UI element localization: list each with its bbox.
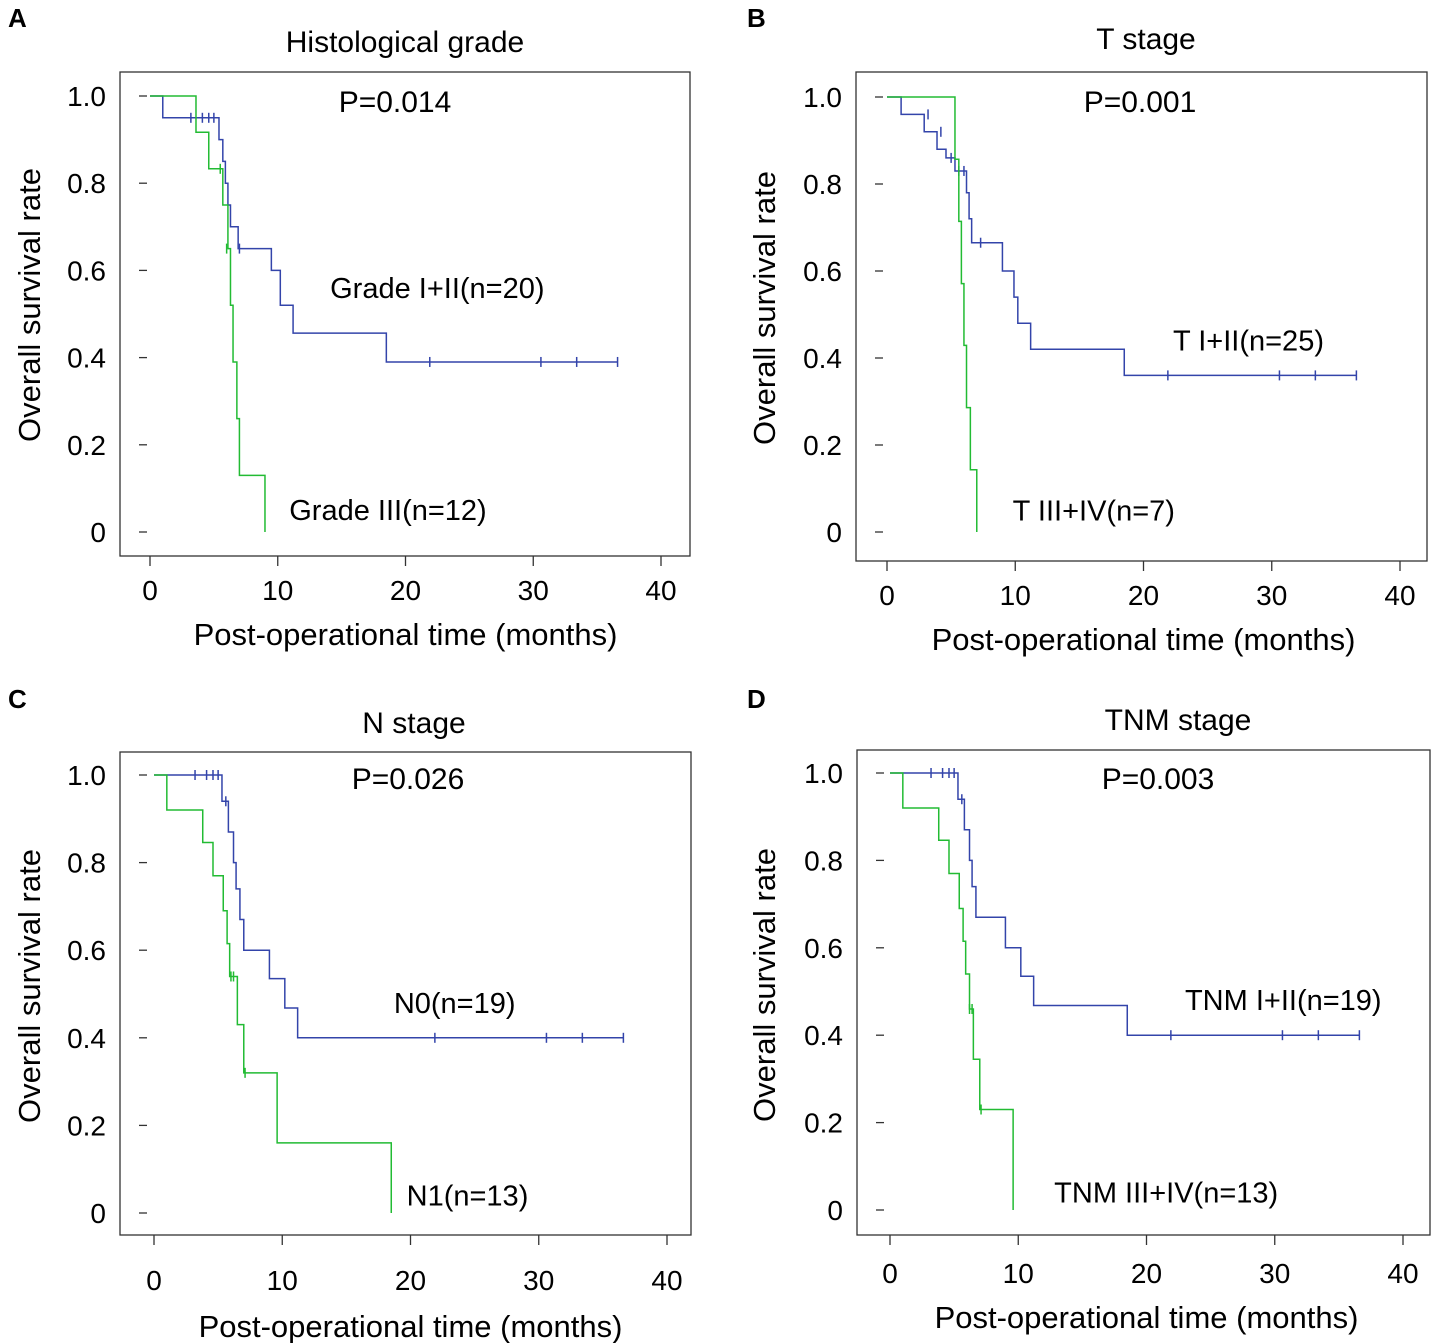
plot-frame [119,71,691,557]
x-tick-label: 40 [651,1265,682,1296]
series-label: TNM I+II(n=19) [1185,985,1382,1017]
series-label: N1(n=13) [407,1180,529,1212]
plot-frame [119,751,692,1236]
x-tick-label: 20 [390,575,421,606]
series-label: Grade I+II(n=20) [330,273,544,305]
y-tick-label: 0.8 [67,168,106,199]
x-tick-label: 30 [1256,580,1287,611]
y-tick-label: 0.8 [803,169,842,200]
y-axis-title: Overall survival rate [747,171,782,445]
x-tick-label: 0 [879,580,895,611]
x-tick-label: 20 [1128,580,1159,611]
panel-c: C N stage P=0.026 0 10 20 30 40 0 0.2 0.4 0.6 0.8 1.0… [8,684,692,1343]
panel-letter: C [8,684,27,714]
plot-frame [856,749,1431,1236]
y-tick-label: 0.6 [804,933,843,964]
panel-d: D TNM stage P=0.003 0 10 20 30 40 0 0.2 0.4 0.6 0.8 1… [747,684,1431,1335]
survival-curve-group1 [890,772,1360,1036]
chart-title: Histological grade [286,26,524,59]
survival-curve-group1 [150,95,618,363]
y-tick-label: 0 [827,1195,843,1226]
y-tick-label: 1.0 [804,758,843,789]
y-tick-label: 0.2 [804,1108,843,1139]
survival-curve-group1 [887,96,1357,377]
panel-letter: D [747,684,766,714]
y-tick-label: 1.0 [67,760,106,791]
y-tick-label: 0.8 [67,848,106,879]
y-tick-label: 0.2 [67,1110,106,1141]
x-tick-label: 30 [1259,1258,1290,1289]
x-tick-label: 10 [267,1265,298,1296]
p-value-label: P=0.026 [352,763,465,796]
y-tick-label: 0.4 [804,1020,843,1051]
x-axis-title: Post-operational time (months) [935,1300,1359,1335]
survival-curve-group2 [890,772,1014,1210]
p-value-label: P=0.014 [339,86,452,119]
panel-b: B T stage P=0.001 0 10 20 30 40 0 0.2 0.4 0.6 0.8 1.0… [747,3,1428,657]
x-tick-label: 10 [1003,1258,1034,1289]
series-label: T III+IV(n=7) [1013,495,1175,527]
x-tick-label: 0 [142,575,158,606]
y-tick-label: 0.6 [803,256,842,287]
y-tick-label: 0 [826,517,842,548]
survival-curve-group2 [154,774,393,1213]
y-tick-label: 0 [90,1198,106,1229]
y-tick-label: 0.6 [67,935,106,966]
survival-curve-group1 [154,774,624,1039]
p-value-label: P=0.003 [1102,763,1215,796]
y-tick-label: 0.2 [67,430,106,461]
x-tick-label: 10 [262,575,293,606]
series-label: TNM III+IV(n=13) [1054,1178,1278,1210]
x-tick-label: 40 [645,575,676,606]
series-label: Grade III(n=12) [289,495,486,527]
survival-curve-group2 [150,95,266,532]
series-label: T I+II(n=25) [1173,326,1324,358]
panel-letter: B [747,3,766,33]
x-axis-title: Post-operational time (months) [199,1309,623,1343]
panel-letter: A [8,3,27,33]
x-tick-label: 10 [1000,580,1031,611]
x-tick-label: 0 [882,1258,898,1289]
y-tick-label: 0.8 [804,845,843,876]
x-tick-label: 30 [523,1265,554,1296]
x-tick-label: 40 [1384,580,1415,611]
y-tick-label: 0.4 [67,343,106,374]
survival-curve-group2 [887,96,978,532]
x-tick-label: 40 [1387,1258,1418,1289]
panel-a: A Histological grade P=0.014 0 10 20 30 40 0 0.2 0… [8,3,691,652]
y-tick-label: 1.0 [67,81,106,112]
y-tick-label: 1.0 [803,82,842,113]
y-tick-label: 0.4 [67,1023,106,1054]
x-tick-label: 20 [395,1265,426,1296]
chart-title: T stage [1096,23,1196,56]
chart-title: N stage [362,707,465,740]
series-label: N0(n=19) [394,988,516,1020]
x-axis-title: Post-operational time (months) [194,617,618,652]
x-tick-label: 30 [518,575,549,606]
y-tick-label: 0.6 [67,255,106,286]
y-tick-label: 0.2 [803,430,842,461]
y-axis-title: Overall survival rate [12,849,47,1123]
y-axis-title: Overall survival rate [747,848,782,1122]
x-tick-label: 20 [1131,1258,1162,1289]
chart-title: TNM stage [1105,704,1252,737]
plot-frame [855,71,1428,562]
y-tick-label: 0 [90,517,106,548]
x-axis-title: Post-operational time (months) [932,622,1356,657]
x-tick-label: 0 [146,1265,162,1296]
y-axis-title: Overall survival rate [12,168,47,442]
y-tick-label: 0.4 [803,343,842,374]
p-value-label: P=0.001 [1084,86,1197,119]
